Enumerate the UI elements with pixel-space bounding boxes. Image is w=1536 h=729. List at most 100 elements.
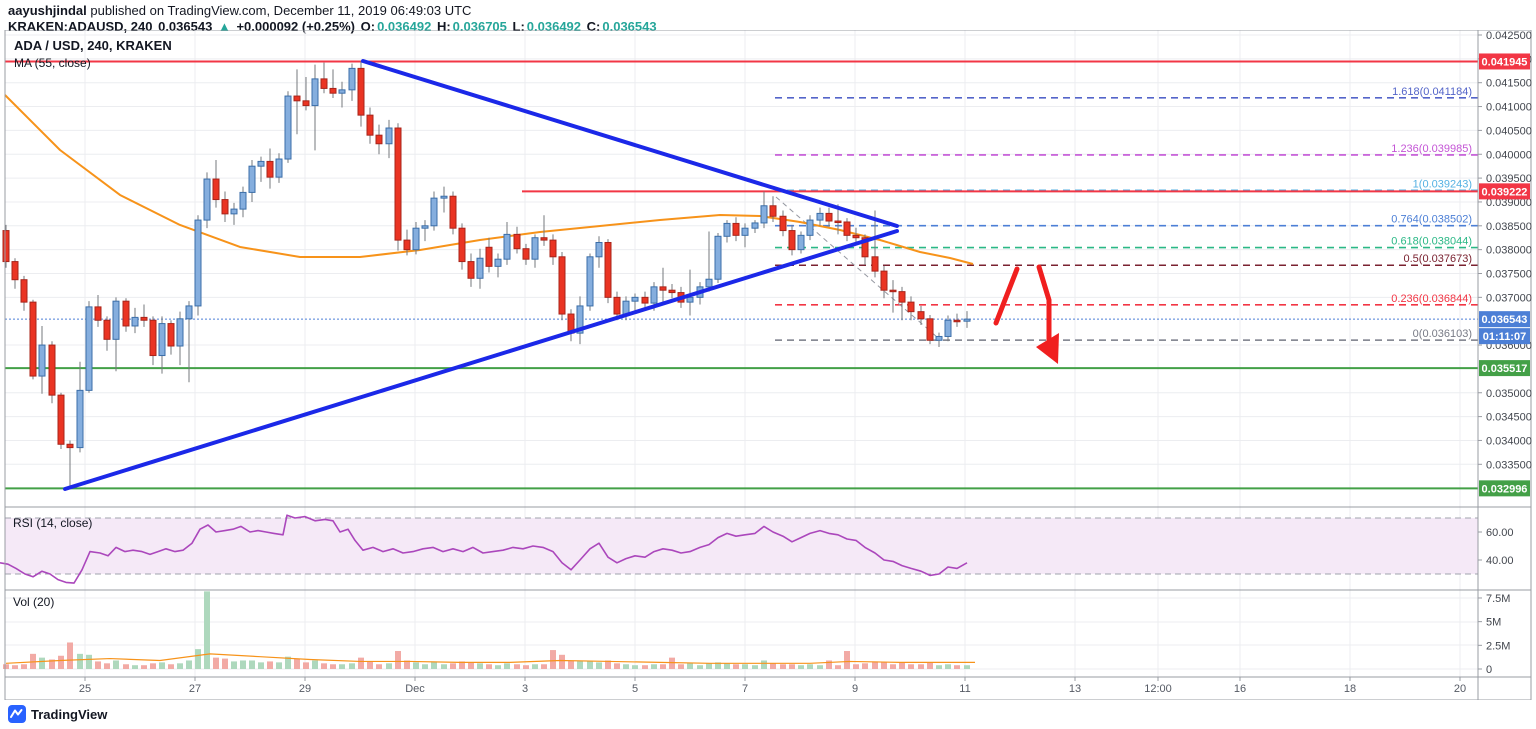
candle-body (76, 389, 84, 449)
price-badge-label: 0.039222 (1482, 186, 1528, 198)
red-arrow-downstroke (1036, 264, 1052, 344)
candle-body (112, 300, 120, 340)
price-tick-label: 0.040000 (1486, 149, 1532, 161)
volume-bar (504, 663, 510, 669)
candle-body (230, 208, 238, 215)
volume-bar (660, 664, 666, 669)
candle-body (907, 301, 915, 313)
price-tick-label: 0.041000 (1486, 102, 1532, 114)
volume-bar (706, 663, 712, 669)
candle-body (889, 289, 897, 293)
candle-body (203, 178, 211, 221)
candle-body (558, 256, 566, 315)
volume-bar (697, 665, 703, 669)
candle-body (458, 227, 466, 263)
fib-level-label: 1.618(0.041184) (1392, 86, 1472, 98)
time-tick-label: 5 (632, 683, 638, 695)
volume-bar (550, 650, 556, 669)
vol-tick-label: 7.5M (1486, 593, 1510, 605)
volume-bar (303, 662, 309, 669)
volume-bar (204, 591, 210, 669)
candle-body (421, 225, 429, 229)
price-tick-label: 0.039000 (1486, 197, 1532, 209)
volume-bar (132, 665, 138, 669)
volume-bar (330, 664, 336, 669)
candle-body (825, 212, 833, 222)
volume-bar (669, 657, 675, 669)
volume-bar (789, 664, 795, 669)
fib-level-label: 0.5(0.037673) (1404, 253, 1473, 265)
time-tick-label: 27 (189, 683, 201, 695)
volume-bar (687, 663, 693, 669)
price-badge (1479, 360, 1530, 377)
volume-bar (349, 663, 355, 669)
candle-body (935, 335, 943, 341)
price-tick-label: 0.041500 (1486, 78, 1532, 90)
time-tick-label: 20 (1454, 683, 1466, 695)
tradingview-logo-icon (8, 705, 26, 723)
time-tick-label: 29 (299, 683, 311, 695)
volume-bar (651, 664, 657, 669)
candle-body (880, 270, 888, 291)
price-tick-label: 0.038000 (1486, 245, 1532, 257)
vol-tick-label: 5M (1486, 617, 1501, 629)
candle-body (953, 319, 961, 323)
candle-body (852, 234, 860, 239)
volume-bar (733, 664, 739, 669)
price-badge (1479, 480, 1530, 497)
volume-bar (798, 665, 804, 669)
volume-bar (715, 662, 721, 669)
price-badge-label: 01:11:07 (1483, 331, 1526, 343)
candle-body (176, 318, 184, 347)
volume-bar (872, 661, 878, 669)
candle-body (38, 344, 46, 377)
candle-body (48, 344, 56, 396)
volume-bar (231, 661, 237, 669)
volume-bar (367, 661, 373, 669)
logo-glyph (10, 709, 23, 718)
volume-bar (523, 665, 529, 669)
time-tick-label: 18 (1344, 683, 1356, 695)
candle-body (293, 95, 301, 102)
price-badge-label: 0.032996 (1482, 483, 1528, 495)
volume-bar (927, 662, 933, 669)
candle-body (705, 278, 713, 288)
volume-bar (532, 664, 538, 669)
time-tick-label: 11 (959, 683, 970, 695)
volume-bar (807, 664, 813, 669)
candle-body (440, 195, 448, 199)
vol-tick-label: 0 (1486, 664, 1492, 676)
fib-diagonal-line (775, 196, 938, 338)
price-tick-label: 0.037000 (1486, 292, 1532, 304)
volume-bar (294, 658, 300, 669)
author-name: aayushjindal (8, 3, 87, 18)
candle-body (412, 227, 420, 251)
price-badge (1479, 183, 1530, 200)
volume-bar (632, 665, 638, 669)
candle-body (194, 219, 202, 307)
candle-body (503, 233, 511, 260)
volume-bar (21, 664, 27, 669)
volume-bar (395, 651, 401, 669)
volume-bar (150, 663, 156, 669)
candle-body (449, 195, 457, 229)
candle-body (522, 248, 530, 260)
volume-bar (862, 663, 868, 669)
candle-body (20, 279, 28, 303)
volume-bar (486, 664, 492, 669)
candle-body (751, 222, 759, 229)
candle-body (357, 67, 365, 116)
price-tick-label: 0.040500 (1486, 125, 1532, 137)
volume-bar (780, 664, 786, 669)
price-tick-label: 0.042500 (1486, 30, 1532, 42)
candle-body (167, 323, 175, 347)
time-tick-label: 13 (1069, 683, 1081, 695)
candle-body (348, 67, 356, 91)
candle-body (659, 286, 667, 291)
candle-body (257, 160, 265, 167)
rsi-tick-label: 40.00 (1486, 555, 1514, 567)
candle-body (239, 191, 247, 210)
candle-body (284, 95, 292, 160)
candle-body (861, 237, 869, 258)
candle-body (430, 197, 438, 227)
